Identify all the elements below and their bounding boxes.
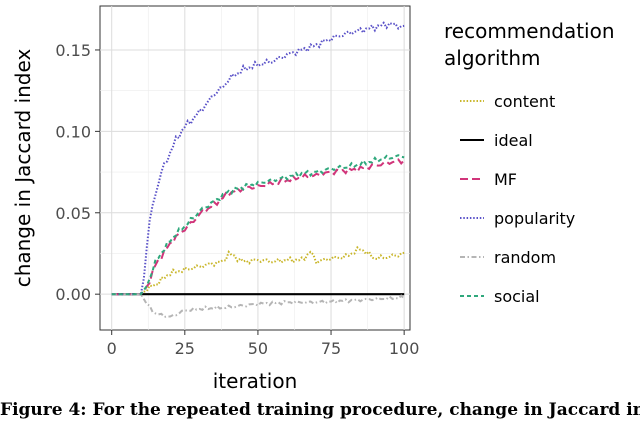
line-chart: 0 25 50 75 100 0.00 0.05 0.10 0.15 iteration cha… (11, 5, 615, 393)
legend-label-social: social (494, 287, 540, 306)
x-tick-label: 25 (175, 339, 195, 358)
y-axis-label: change in Jaccard index (11, 49, 35, 288)
axis-ticks: 0 25 50 75 100 0.00 0.05 0.10 0.15 (55, 41, 419, 358)
legend-title-line-2: algorithm (444, 46, 541, 70)
x-tick-label: 75 (321, 339, 341, 358)
legend-label-content: content (494, 92, 555, 111)
series-line-social (111, 154, 405, 296)
legend-title-line-1: recommendation (444, 19, 615, 43)
y-tick-label: 0.15 (55, 41, 91, 60)
legend-label-ideal: ideal (494, 131, 533, 150)
legend: recommendation algorithm content ideal MF p… (444, 19, 615, 306)
y-tick-label: 0.00 (55, 285, 91, 304)
figure-caption: Figure 4: For the repeated training proc… (0, 400, 640, 420)
y-tick-label: 0.10 (55, 122, 91, 141)
series-line-popularity (111, 21, 405, 296)
x-axis-label: iteration (213, 369, 298, 393)
x-tick-label: 0 (107, 339, 117, 358)
legend-label-mf: MF (494, 170, 517, 189)
legend-label-random: random (494, 248, 556, 267)
x-tick-label: 100 (389, 339, 420, 358)
series-lines (111, 21, 405, 319)
series-line-mf (111, 158, 405, 296)
y-tick-label: 0.05 (55, 204, 91, 223)
legend-label-popularity: popularity (494, 209, 575, 228)
x-tick-label: 50 (248, 339, 268, 358)
series-line-random (111, 293, 405, 319)
series-line-content (111, 245, 405, 296)
